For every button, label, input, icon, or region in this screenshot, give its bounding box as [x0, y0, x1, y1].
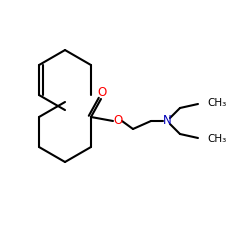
- Text: CH₃: CH₃: [207, 134, 226, 144]
- Text: O: O: [113, 114, 122, 128]
- Text: O: O: [97, 86, 106, 100]
- Text: CH₃: CH₃: [207, 98, 226, 108]
- Text: N: N: [162, 114, 171, 128]
